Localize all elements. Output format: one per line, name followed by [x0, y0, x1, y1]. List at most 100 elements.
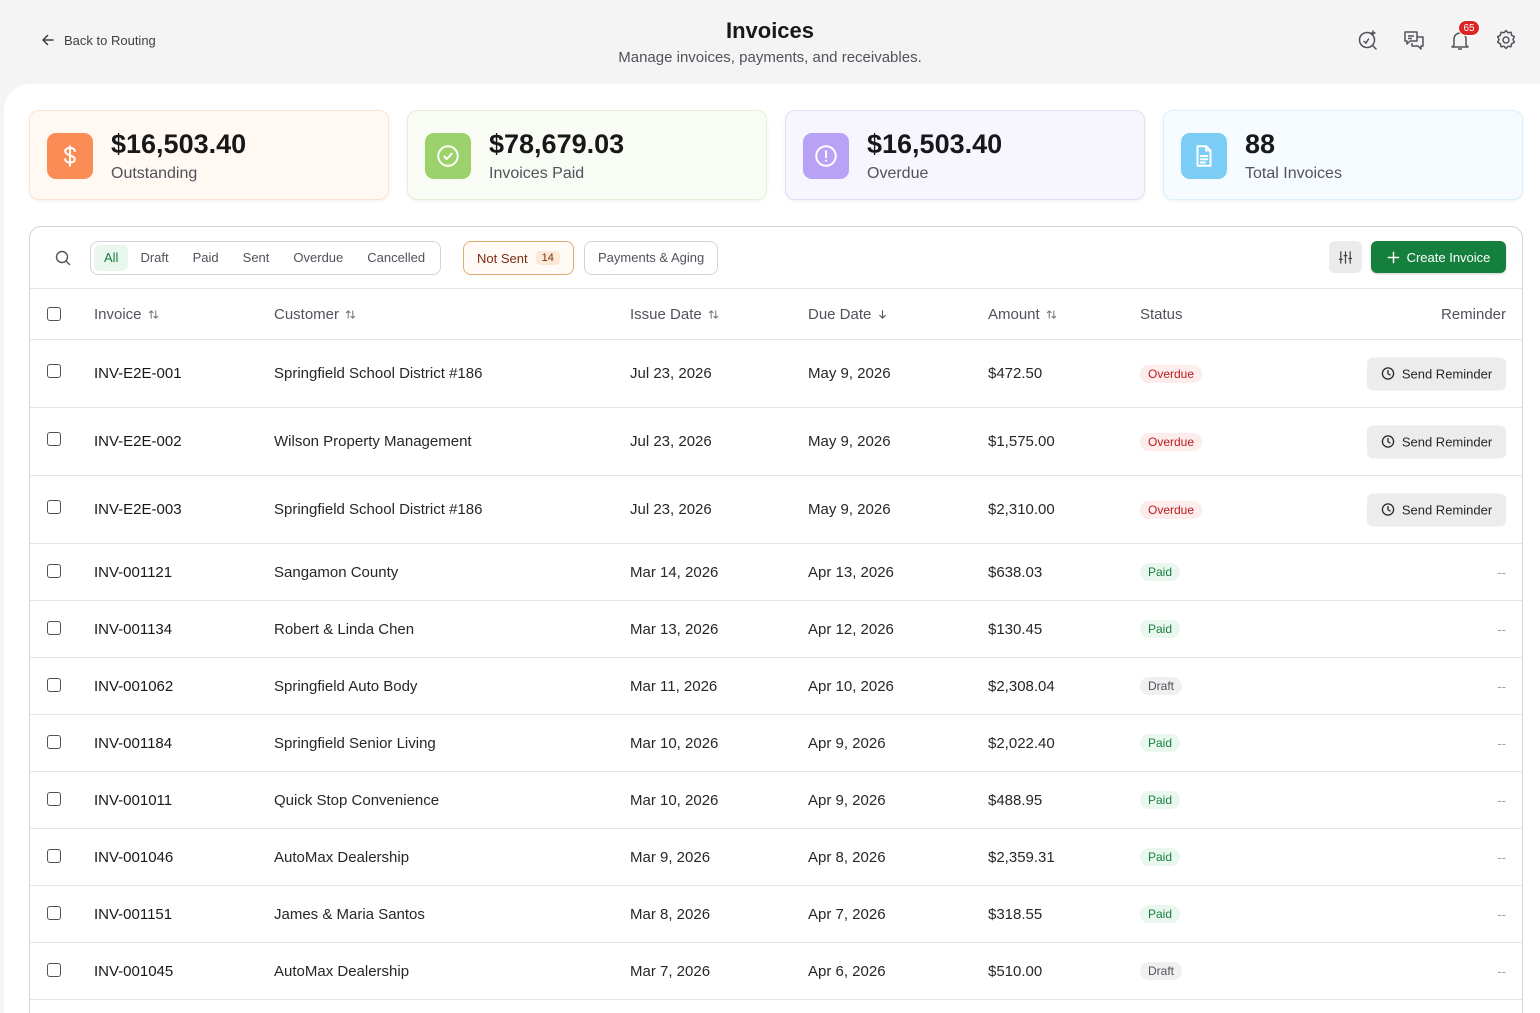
notification-count-badge: 65	[1458, 20, 1480, 36]
table-row[interactable]: INV-001011 Quick Stop Convenience Mar 10, …	[30, 772, 1522, 829]
row-checkbox[interactable]	[47, 906, 61, 920]
col-header-issue-date[interactable]: Issue Date	[630, 289, 719, 340]
issue-date: Mar 10, 2026	[630, 734, 719, 752]
col-header-label: Customer	[274, 306, 340, 323]
stat-label: Overdue	[867, 165, 929, 182]
check-circle-icon	[437, 145, 459, 167]
table-row[interactable]: INV-001121 Sangamon County Mar 14, 2026 Apr…	[30, 544, 1522, 601]
search-icon[interactable]	[54, 249, 72, 267]
invoice-number[interactable]: INV-001151	[94, 905, 173, 923]
page-subtitle: Manage invoices, payments, and receivabl…	[618, 49, 922, 66]
status-cell: Draft	[1140, 658, 1183, 714]
col-header-due-date[interactable]: Due Date	[808, 289, 888, 340]
create-invoice-button[interactable]: Create Invoice	[1371, 241, 1506, 273]
table-row[interactable]: INV-001151 James & Maria Santos Mar 8, 202…	[30, 886, 1522, 943]
table-row[interactable]: INV-001062 Springfield Auto Body Mar 11, 2…	[30, 658, 1522, 715]
page-title: Invoices	[725, 18, 815, 43]
invoice-number[interactable]: INV-001134	[94, 620, 173, 638]
invoice-number[interactable]: INV-E2E-002	[94, 433, 182, 450]
col-header-customer[interactable]: Customer	[274, 289, 356, 340]
row-checkbox[interactable]	[47, 621, 61, 635]
ai-search-button[interactable]	[1356, 28, 1380, 52]
row-checkbox[interactable]	[47, 963, 61, 977]
no-reminder: --	[1497, 564, 1506, 580]
issue-date: Mar 9, 2026	[630, 848, 711, 866]
invoice-number[interactable]: INV-001062	[94, 677, 174, 695]
col-header-label: Reminder	[1440, 306, 1506, 323]
invoice-number[interactable]: INV-E2E-003	[94, 501, 182, 518]
customer-name: Quick Stop Convenience	[274, 791, 440, 809]
tab-paid[interactable]: Paid	[192, 250, 219, 265]
select-all-checkbox[interactable]	[47, 307, 61, 321]
customer-name: Springfield School District #186	[274, 501, 483, 518]
row-checkbox[interactable]	[47, 735, 61, 749]
customer-name: AutoMax Dealership	[274, 848, 410, 866]
not-sent-count: 14	[535, 251, 560, 265]
invoice-number[interactable]: INV-001011	[94, 791, 173, 809]
send-reminder-button[interactable]: Send Reminder	[1367, 425, 1506, 458]
status-cell: Paid	[1140, 544, 1181, 600]
row-checkbox[interactable]	[47, 432, 61, 446]
column-settings-button[interactable]	[1329, 241, 1362, 273]
stat-label: Total Invoices	[1245, 165, 1342, 182]
settings-button[interactable]	[1494, 28, 1518, 52]
status-cell: Overdue	[1140, 476, 1203, 543]
row-checkbox[interactable]	[47, 678, 61, 692]
table-row[interactable]: INV-001045 AutoMax Dealership Mar 7, 2026 A…	[30, 943, 1522, 1000]
invoice-number[interactable]: INV-001046	[94, 848, 174, 866]
amount: $638.03	[988, 563, 1043, 581]
row-checkbox[interactable]	[47, 564, 61, 578]
alert-circle-icon	[815, 145, 837, 167]
page-header: Back to Routing Invoices Manage invoices…	[0, 0, 1540, 84]
status-badge: Paid	[1140, 905, 1181, 923]
notifications-button[interactable]: 65	[1448, 20, 1480, 52]
invoice-number[interactable]: INV-001045	[94, 962, 174, 980]
tab-sent[interactable]: Sent	[242, 250, 270, 265]
table-row[interactable]: INV-001134 Robert & Linda Chen Mar 13, 202…	[30, 601, 1522, 658]
create-invoice-label: Create Invoice	[1406, 249, 1491, 265]
invoice-number[interactable]: INV-E2E-001	[94, 365, 182, 382]
tab-draft[interactable]: Draft	[140, 250, 169, 265]
messages-button[interactable]	[1402, 28, 1426, 52]
row-checkbox[interactable]	[47, 500, 61, 514]
status-cell: Paid	[1140, 772, 1181, 828]
row-checkbox[interactable]	[47, 849, 61, 863]
stat-card-total: 88 Total Invoices	[1163, 110, 1523, 200]
col-header-amount[interactable]: Amount	[988, 289, 1057, 340]
invoice-number[interactable]: INV-001184	[94, 734, 173, 752]
customer-name: Wilson Property Management	[274, 433, 472, 450]
table-row[interactable]: INV-001046 AutoMax Dealership Mar 9, 2026 A…	[30, 829, 1522, 886]
stat-value: 88	[1245, 129, 1276, 159]
tab-all[interactable]: All	[94, 245, 129, 271]
status-cell: Paid	[1140, 601, 1181, 657]
col-header-invoice[interactable]: Invoice	[94, 289, 159, 340]
row-checkbox[interactable]	[47, 792, 61, 806]
row-checkbox[interactable]	[47, 364, 61, 378]
send-reminder-button[interactable]: Send Reminder	[1367, 357, 1506, 390]
tab-cancelled[interactable]: Cancelled	[367, 250, 426, 265]
no-reminder: --	[1497, 963, 1506, 979]
back-link-label: Back to Routing	[64, 32, 156, 48]
not-sent-label: Not Sent	[477, 250, 528, 266]
no-reminder: --	[1497, 678, 1506, 694]
table-row[interactable]: INV-E2E-002 Wilson Property Management Jul…	[30, 408, 1522, 476]
customer-name: AutoMax Dealership	[274, 962, 410, 980]
no-reminder: --	[1497, 849, 1506, 865]
due-date: Apr 12, 2026	[808, 620, 894, 638]
table-row[interactable]: INV-E2E-003 Springfield School District #…	[30, 476, 1522, 544]
not-sent-filter-button[interactable]: Not Sent 14	[463, 241, 574, 275]
no-reminder: --	[1497, 735, 1506, 751]
table-row[interactable]: INV-001184 Springfield Senior Living Mar 1…	[30, 715, 1522, 772]
tab-overdue[interactable]: Overdue	[293, 250, 344, 265]
payments-aging-button[interactable]: Payments & Aging	[584, 241, 719, 275]
table-row[interactable]: INV-E2E-001 Springfield School District #…	[30, 340, 1522, 408]
header-actions: 65	[1356, 20, 1518, 52]
back-link[interactable]: Back to Routing	[40, 32, 156, 48]
status-badge: Overdue	[1140, 500, 1203, 519]
col-header-label: Status	[1140, 306, 1183, 323]
customer-name: Springfield School District #186	[274, 365, 483, 382]
send-reminder-button[interactable]: Send Reminder	[1367, 493, 1506, 526]
status-badge: Paid	[1140, 848, 1181, 866]
invoice-number[interactable]: INV-001121	[94, 563, 173, 581]
due-date: Apr 9, 2026	[808, 791, 886, 809]
